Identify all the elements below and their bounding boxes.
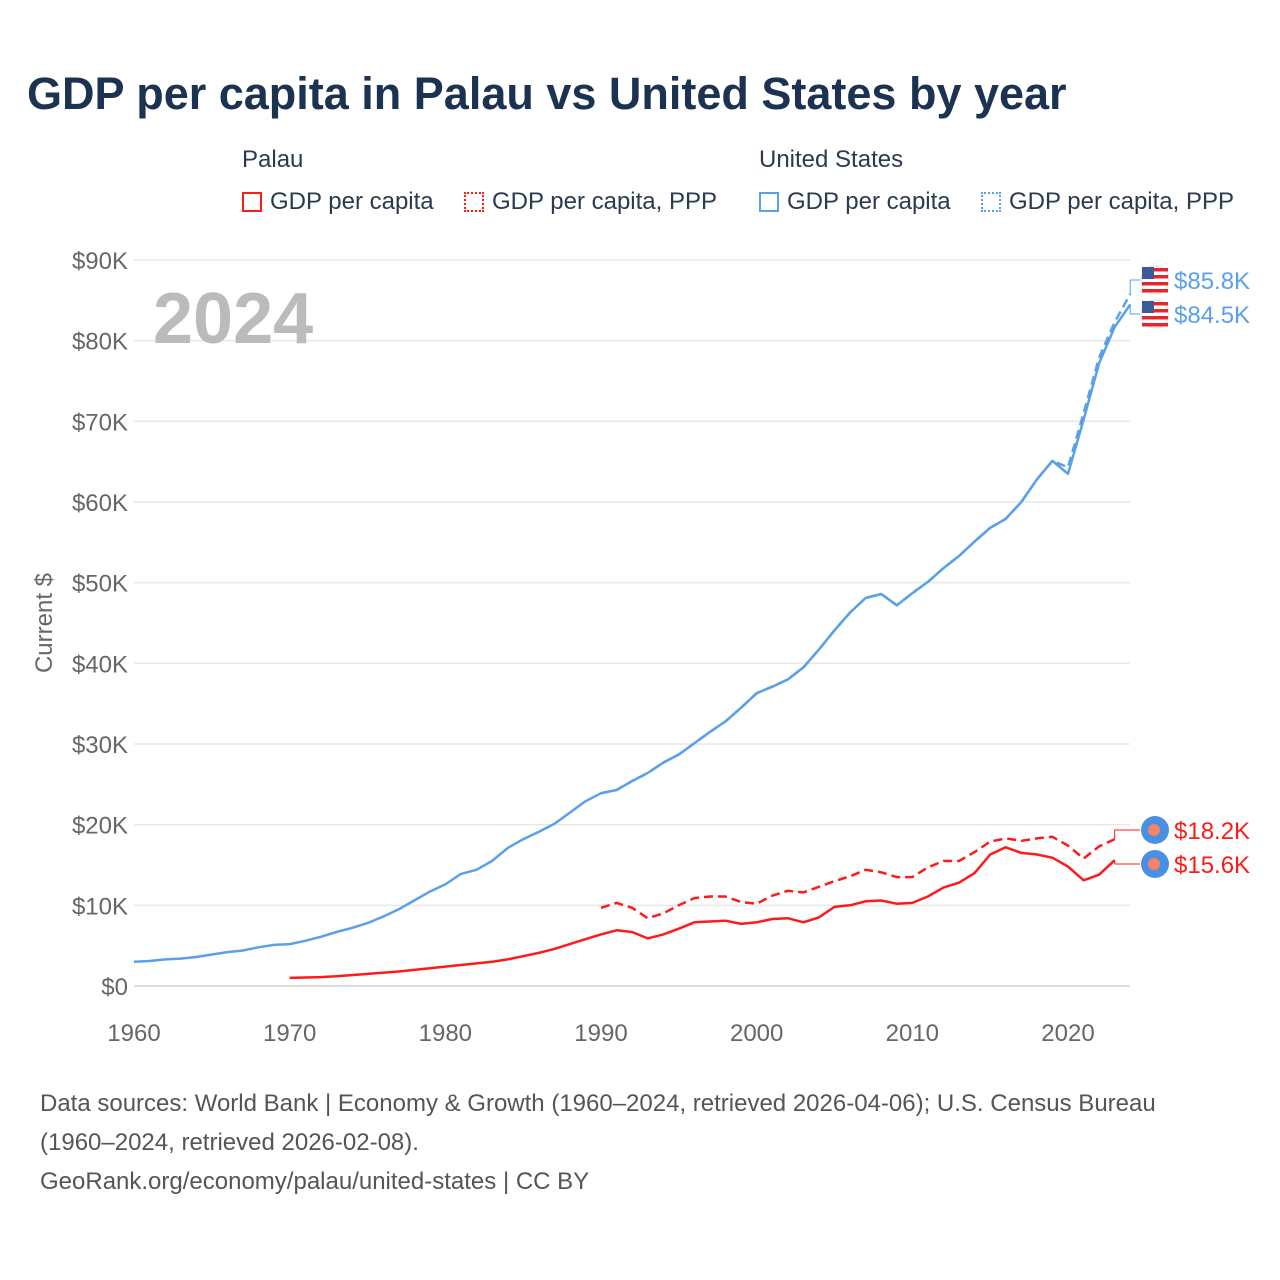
series-line bbox=[289, 846, 1116, 980]
flag-canton bbox=[1142, 301, 1154, 313]
legend-label: GDP per capita, PPP bbox=[492, 188, 717, 215]
x-tick-label: 1980 bbox=[419, 1020, 472, 1047]
flag-stripe bbox=[1142, 316, 1168, 320]
series-line bbox=[600, 835, 1116, 920]
legend-group-palau: Palau bbox=[242, 146, 304, 173]
flag-canton bbox=[1142, 267, 1154, 279]
y-tick-label: $60K bbox=[72, 490, 128, 517]
flag-stripe bbox=[1142, 302, 1168, 306]
series-line bbox=[133, 303, 1132, 964]
end-value-label: $18.2K bbox=[1174, 818, 1250, 845]
flag-disc bbox=[1148, 858, 1160, 870]
end-value-label: $15.6K bbox=[1174, 852, 1250, 879]
y-tick-label: $80K bbox=[72, 329, 128, 356]
x-tick-label: 2010 bbox=[886, 1020, 939, 1047]
x-tick-label: 1970 bbox=[263, 1020, 316, 1047]
y-tick-label: $30K bbox=[72, 732, 128, 759]
end-value-label: $84.5K bbox=[1174, 302, 1250, 329]
series-line bbox=[600, 293, 1132, 795]
legend-label: GDP per capita, PPP bbox=[1009, 188, 1234, 215]
legend-label: GDP per capita bbox=[270, 188, 434, 215]
x-tick-label: 1960 bbox=[107, 1020, 160, 1047]
legend-swatch bbox=[759, 192, 779, 212]
legend-palau-gdp[interactable]: GDP per capita bbox=[242, 188, 434, 216]
y-tick-label: $10K bbox=[72, 893, 128, 920]
flag-stripe bbox=[1142, 282, 1168, 286]
y-tick-label: $20K bbox=[72, 813, 128, 840]
x-tick-label: 2000 bbox=[730, 1020, 783, 1047]
end-value-label: $85.8K bbox=[1174, 268, 1250, 295]
x-tick-label: 2020 bbox=[1041, 1020, 1094, 1047]
label-connector bbox=[1129, 304, 1140, 315]
label-connector bbox=[1129, 279, 1140, 294]
y-tick-label: $40K bbox=[72, 651, 128, 678]
y-tick-label: $70K bbox=[72, 409, 128, 436]
x-tick-label: 1990 bbox=[574, 1020, 627, 1047]
chart-title: GDP per capita in Palau vs United States… bbox=[27, 68, 1067, 119]
flag-stripe bbox=[1142, 289, 1168, 293]
y-axis-label: Current $ bbox=[31, 573, 58, 673]
legend-swatch bbox=[464, 192, 484, 212]
label-connector bbox=[1114, 829, 1140, 840]
y-tick-label: $90K bbox=[72, 248, 128, 275]
flag-stripe bbox=[1142, 323, 1168, 327]
year-watermark: 2024 bbox=[153, 279, 313, 359]
source-line: (1960–2024, retrieved 2026-02-08). bbox=[40, 1129, 419, 1156]
label-connector bbox=[1114, 860, 1140, 865]
source-line: Data sources: World Bank | Economy & Gro… bbox=[40, 1090, 1156, 1117]
legend-swatch bbox=[242, 192, 262, 212]
flag-stripe bbox=[1142, 309, 1168, 313]
source-link[interactable]: GeoRank.org/economy/palau/united-states … bbox=[40, 1168, 590, 1195]
flag-stripe bbox=[1142, 268, 1168, 272]
legend-group-us: United States bbox=[759, 146, 904, 173]
flag-disc bbox=[1148, 824, 1160, 836]
legend-palau-ppp[interactable]: GDP per capita, PPP bbox=[464, 188, 717, 216]
legend-us-ppp[interactable]: GDP per capita, PPP bbox=[981, 188, 1234, 216]
legend-us-gdp[interactable]: GDP per capita bbox=[759, 188, 951, 216]
y-tick-label: $50K bbox=[72, 571, 128, 598]
y-tick-label: $0 bbox=[101, 974, 128, 1001]
legend-label: GDP per capita bbox=[787, 188, 951, 215]
legend-swatch bbox=[981, 192, 1001, 212]
flag-stripe bbox=[1142, 275, 1168, 279]
